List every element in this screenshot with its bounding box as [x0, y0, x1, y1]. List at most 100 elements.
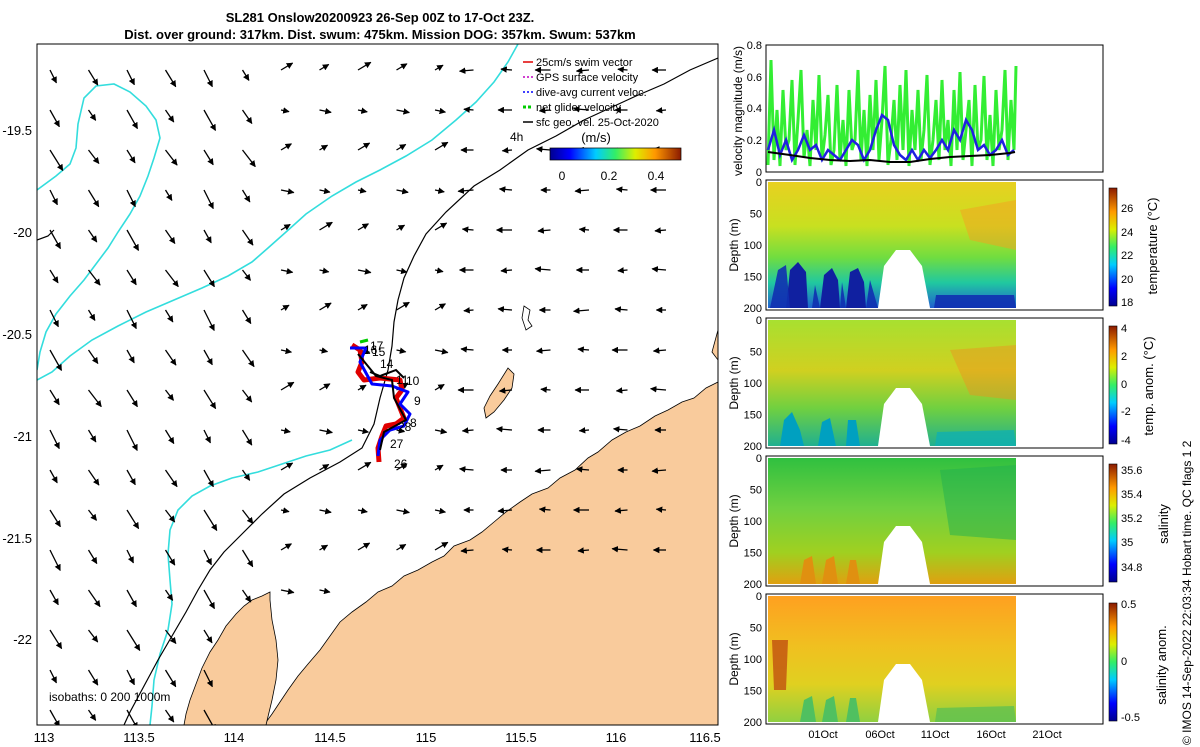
velocity-vector	[357, 61, 372, 71]
temperature-cbar-tick: 24	[1121, 227, 1133, 239]
velocity-vector	[460, 547, 474, 554]
velocity-vector	[164, 189, 173, 201]
velocity-vector	[460, 346, 474, 353]
surface-velocity-vectors	[49, 61, 667, 725]
velocity-vector	[87, 589, 101, 608]
velocity-vector	[534, 467, 551, 475]
velocity-vector	[241, 389, 253, 403]
lat-tick: -22	[13, 632, 32, 647]
velocity-vector	[126, 149, 136, 164]
salinity-cbar-tick: 35.6	[1121, 465, 1142, 477]
isobath-1000m	[37, 57, 718, 725]
temperature-cbar-tick: 22	[1121, 250, 1133, 262]
velocity-vector	[241, 429, 253, 446]
velocity-vector	[87, 149, 100, 165]
velocity-vector	[280, 381, 295, 391]
velocity-vector	[164, 629, 177, 645]
velocity-ytick: 0.2	[747, 135, 762, 147]
velocity-vector	[434, 383, 445, 391]
velocity-vector	[649, 385, 667, 393]
velocity-vector	[396, 301, 410, 311]
velocity-vector	[203, 629, 213, 644]
velocity-magnitude-panel: 0 0.2 0.4 0.6 0.8 velocity magnitude (m/…	[731, 40, 1104, 179]
velocity-vector	[280, 427, 291, 434]
speed-tick: 0.2	[601, 169, 618, 183]
velocity-vector	[357, 187, 367, 194]
lat-tick: -21	[13, 429, 32, 444]
sal-anom-cbar-label: salinity anom.	[1154, 625, 1169, 704]
time-tick: 16Oct	[976, 729, 1005, 741]
velocity-vector	[241, 269, 252, 281]
velocity-vector	[357, 461, 372, 471]
velocity-vector	[319, 383, 331, 391]
temperature-anomaly-section	[765, 317, 1104, 449]
credit-text: © IMOS 14-Sep-2022 22:03:34 Hobart time.…	[1180, 440, 1194, 745]
velocity-vector	[87, 469, 100, 486]
legend-entry: GPS surface velocity	[536, 72, 639, 84]
velocity-vector	[434, 107, 447, 115]
velocity-vector	[241, 349, 255, 368]
day-label: 28	[398, 420, 412, 434]
depth-axis-label: Depth (m)	[727, 494, 741, 547]
velocity-vector	[652, 347, 667, 354]
velocity-vector	[203, 189, 214, 210]
velocity-vector	[463, 106, 474, 113]
salinity-cbar-label: salinity	[1156, 504, 1171, 544]
velocity-vector	[49, 269, 59, 284]
depth-tick: 50	[750, 209, 762, 221]
velocity-vector	[164, 389, 175, 401]
velocity-vector	[203, 709, 216, 725]
lon-tick: 113	[34, 730, 55, 745]
velocity-vector	[164, 589, 174, 601]
velocity-vector	[126, 229, 140, 252]
velocity-vector	[357, 223, 369, 231]
velocity-vector	[49, 309, 59, 328]
velocity-vector	[497, 507, 513, 514]
speed-tick: 0	[559, 169, 566, 183]
velocity-vector	[164, 349, 177, 366]
velocity-vector	[396, 63, 408, 71]
speed-tick: 0.4	[648, 169, 665, 183]
velocity-vector	[577, 346, 590, 353]
velocity-vector	[280, 62, 294, 71]
velocity-vector	[87, 189, 100, 208]
velocity-vector	[319, 302, 332, 311]
velocity-vector	[203, 549, 212, 566]
velocity-vector	[87, 349, 99, 365]
velocity-vector	[280, 223, 291, 231]
velocity-vector	[614, 507, 628, 514]
velocity-vector	[357, 507, 368, 514]
velocity-vector	[203, 109, 217, 132]
velocity-vector	[457, 187, 474, 195]
velocity-vector	[203, 509, 218, 532]
velocity-vector	[654, 227, 667, 234]
velocity-vector	[280, 543, 292, 551]
velocity-vector	[126, 349, 135, 364]
velocity-vector	[396, 347, 407, 354]
velocity-vector	[500, 66, 513, 73]
velocity-vector	[319, 187, 331, 195]
velocity-vector	[87, 429, 97, 443]
velocity-vector	[434, 141, 449, 151]
velocity-vector	[164, 269, 179, 288]
day-label: 11	[396, 373, 409, 387]
salinity-cbar-tick: 35	[1121, 537, 1133, 549]
lat-tick: -19.5	[2, 123, 32, 138]
depth-tick: 100	[744, 516, 762, 528]
velocity-ylabel: velocity magnitude (m/s)	[731, 46, 745, 176]
day-label: 16	[364, 343, 378, 357]
velocity-vector	[241, 509, 254, 525]
velocity-vector	[241, 149, 256, 168]
velocity-vector	[617, 66, 628, 73]
velocity-vector	[164, 229, 176, 245]
velocity-vector	[164, 669, 177, 688]
velocity-vector	[615, 387, 628, 394]
depth-tick: 100	[744, 654, 762, 666]
velocity-vector	[241, 189, 251, 203]
velocity-vector	[203, 269, 215, 288]
depth-tick: 100	[744, 240, 762, 252]
velocity-vector	[575, 466, 590, 473]
velocity-vector	[126, 629, 141, 652]
depth-tick: 50	[750, 623, 762, 635]
velocity-vector	[164, 469, 178, 488]
